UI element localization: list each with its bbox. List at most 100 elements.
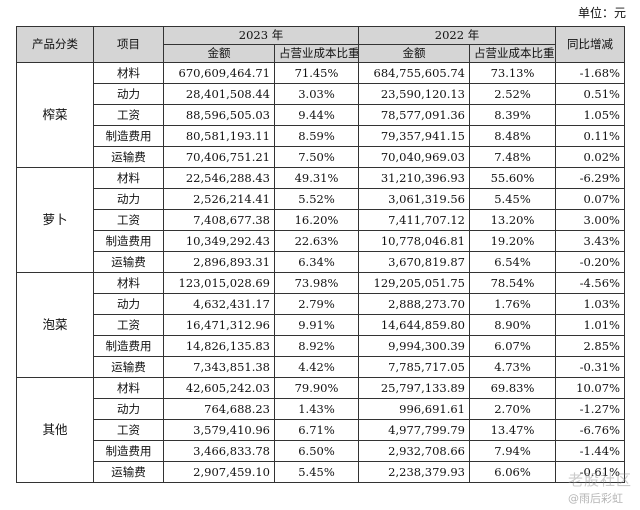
category-cell: 榨菜: [16, 62, 94, 168]
share-2023-cell: 1.43%: [274, 398, 359, 420]
item-cell: 工资: [93, 209, 164, 231]
share-2022-cell: 6.54%: [469, 251, 556, 273]
amount-2022-cell: 31,210,396.93: [358, 167, 470, 189]
unit-label: 单位：元: [577, 6, 626, 20]
amount-2022-cell: 25,797,133.89: [358, 377, 470, 399]
yoy-cell: 1.03%: [555, 293, 625, 315]
table-row: 工资 16,471,312.96 9.91% 14,644,859.80 8.90% 1.…: [17, 314, 625, 336]
share-2023-cell: 7.50%: [274, 146, 359, 168]
share-2022-cell: 19.20%: [469, 230, 556, 252]
amount-2023-cell: 10,349,292.43: [163, 230, 275, 252]
item-cell: 制造费用: [93, 335, 164, 357]
table-row: 制造费用 14,826,135.83 8.92% 9,994,300.39 6.07% 2…: [17, 335, 625, 357]
amount-2022-cell: 70,040,969.03: [358, 146, 470, 168]
table-row: 萝卜 材料 22,546,288.43 49.31% 31,210,396.93 55.6…: [16, 167, 625, 273]
table-row: 工资 88,596,505.03 9.44% 78,577,091.36 8.39% 1.…: [17, 104, 625, 126]
category-cell: 泡菜: [16, 272, 94, 378]
item-cell: 运输费: [93, 461, 164, 483]
amount-2022-cell: 3,670,819.87: [358, 251, 470, 273]
item-cell: 材料: [93, 167, 164, 189]
amount-2022-cell: 7,411,707.12: [358, 209, 470, 231]
table-row: 其他 材料 42,605,242.03 79.90% 25,797,133.89 69.8…: [16, 377, 625, 483]
amount-2022-cell: 23,590,120.13: [358, 83, 470, 105]
share-2023-cell: 6.71%: [274, 419, 359, 441]
share-2022-cell: 6.07%: [469, 335, 556, 357]
header-share-2023: 占营业成本比重: [274, 44, 359, 63]
table-row: 制造费用 80,581,193.11 8.59% 79,357,941.15 8.48%…: [17, 125, 625, 147]
share-2022-cell: 5.45%: [469, 188, 556, 210]
amount-2023-cell: 670,609,464.71: [163, 62, 275, 84]
share-2022-cell: 8.90%: [469, 314, 556, 336]
yoy-cell: -6.76%: [555, 419, 625, 441]
amount-2023-cell: 88,596,505.03: [163, 104, 275, 126]
amount-2022-cell: 2,932,708.66: [358, 440, 470, 462]
item-cell: 材料: [93, 377, 164, 399]
table-row: 运输费 7,343,851.38 4.42% 7,785,717.05 4.73% -0.…: [17, 356, 625, 378]
share-2023-cell: 3.03%: [274, 83, 359, 105]
watermark: 老股社区 @雨后彩虹: [568, 469, 632, 506]
item-cell: 材料: [93, 62, 164, 84]
share-2023-cell: 6.50%: [274, 440, 359, 462]
table-row: 制造费用 10,349,292.43 22.63% 10,778,046.81 19.2…: [17, 230, 625, 252]
share-2022-cell: 69.83%: [469, 377, 556, 399]
amount-2023-cell: 70,406,751.21: [163, 146, 275, 168]
yoy-cell: -1.27%: [555, 398, 625, 420]
item-cell: 制造费用: [93, 125, 164, 147]
share-2022-cell: 78.54%: [469, 272, 556, 294]
item-cell: 工资: [93, 419, 164, 441]
yoy-cell: 0.07%: [555, 188, 625, 210]
share-2023-cell: 16.20%: [274, 209, 359, 231]
share-2023-cell: 9.91%: [274, 314, 359, 336]
yoy-cell: -4.56%: [555, 272, 625, 294]
header-category: 产品分类: [16, 26, 94, 63]
amount-2023-cell: 14,826,135.83: [163, 335, 275, 357]
share-2022-cell: 4.73%: [469, 356, 556, 378]
share-2022-cell: 13.47%: [469, 419, 556, 441]
header-year-2023: 2023 年: [163, 26, 359, 45]
watermark-title: 老股社区: [567, 471, 632, 489]
item-cell: 运输费: [93, 146, 164, 168]
amount-2023-cell: 2,526,214.41: [163, 188, 275, 210]
share-2023-cell: 8.59%: [274, 125, 359, 147]
header-amount-2022: 金额: [358, 44, 470, 63]
table-row: 工资 7,408,677.38 16.20% 7,411,707.12 13.20% 3.…: [17, 209, 625, 231]
table-row: 动力 4,632,431.17 2.79% 2,888,273.70 1.76% 1.03…: [17, 293, 625, 315]
yoy-cell: -0.31%: [555, 356, 625, 378]
yoy-cell: 1.01%: [555, 314, 625, 336]
table-body: 榨菜 材料 670,609,464.71 71.45% 684,755,605.74 73…: [16, 62, 625, 483]
amount-2023-cell: 2,907,459.10: [163, 461, 275, 483]
yoy-cell: -0.61%: [555, 461, 625, 483]
table-row: 制造费用 3,466,833.78 6.50% 2,932,708.66 7.94% -1…: [17, 440, 625, 462]
header-item: 项目: [93, 26, 164, 63]
amount-2022-cell: 684,755,605.74: [358, 62, 470, 84]
item-cell: 工资: [93, 314, 164, 336]
amount-2023-cell: 28,401,508.44: [163, 83, 275, 105]
yoy-cell: 3.00%: [555, 209, 625, 231]
amount-2023-cell: 2,896,893.31: [163, 251, 275, 273]
table-row: 动力 764,688.23 1.43% 996,691.61 2.70% -1.27%: [17, 398, 625, 420]
category-cell: 萝卜: [16, 167, 94, 273]
share-2023-cell: 4.42%: [274, 356, 359, 378]
yoy-cell: -0.20%: [555, 251, 625, 273]
yoy-cell: 0.02%: [555, 146, 625, 168]
item-cell: 动力: [93, 83, 164, 105]
share-2022-cell: 8.39%: [469, 104, 556, 126]
yoy-cell: 0.51%: [555, 83, 625, 105]
amount-2023-cell: 4,632,431.17: [163, 293, 275, 315]
header-amount-2023: 金额: [163, 44, 275, 63]
amount-2022-cell: 3,061,319.56: [358, 188, 470, 210]
header-year-2022: 2022 年: [358, 26, 556, 45]
item-cell: 动力: [93, 293, 164, 315]
amount-2022-cell: 996,691.61: [358, 398, 470, 420]
yoy-cell: -1.68%: [555, 62, 625, 84]
share-2022-cell: 6.06%: [469, 461, 556, 483]
yoy-cell: 2.85%: [555, 335, 625, 357]
amount-2023-cell: 123,015,028.69: [163, 272, 275, 294]
share-2023-cell: 22.63%: [274, 230, 359, 252]
share-2023-cell: 2.79%: [274, 293, 359, 315]
amount-2023-cell: 16,471,312.96: [163, 314, 275, 336]
share-2023-cell: 8.92%: [274, 335, 359, 357]
header-row-years: 产品分类 项目 2023 年 2022 年 同比增减: [16, 26, 625, 63]
amount-2022-cell: 2,888,273.70: [358, 293, 470, 315]
table-row: 运输费 70,406,751.21 7.50% 70,040,969.03 7.48% 0…: [17, 146, 625, 168]
